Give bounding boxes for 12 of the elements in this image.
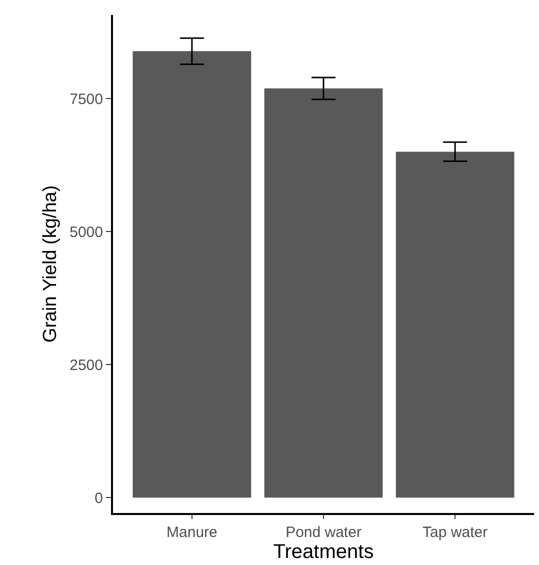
bar bbox=[396, 152, 514, 498]
x-axis-title: Treatments bbox=[273, 541, 374, 563]
x-tick-label: Pond water bbox=[286, 524, 362, 541]
x-tick-label: Manure bbox=[166, 524, 218, 541]
bar bbox=[264, 88, 383, 498]
y-tick-label: 7500 bbox=[70, 90, 103, 108]
x-tick-label: Tap water bbox=[422, 524, 488, 541]
y-axis-title: Grain Yield (kg/ha) bbox=[40, 185, 61, 343]
y-tick-label: 5000 bbox=[70, 224, 103, 241]
y-tick-label: 0 bbox=[94, 490, 103, 507]
y-tick-label: 2500 bbox=[70, 356, 103, 374]
bar bbox=[132, 51, 252, 498]
